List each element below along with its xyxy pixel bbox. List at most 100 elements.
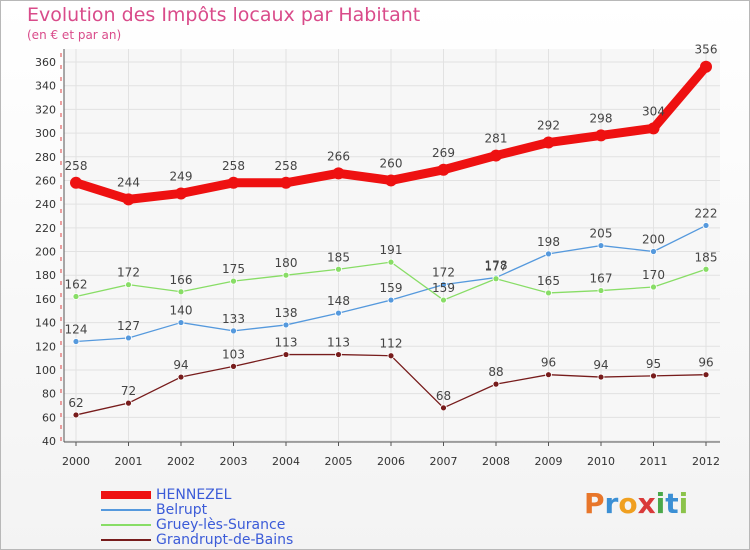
legend-item: Grandrupt-de-Bains <box>101 532 293 548</box>
y-tick-label: 180 <box>35 269 56 282</box>
data-point <box>545 250 552 258</box>
x-tick-label: 2003 <box>220 455 248 468</box>
data-point <box>175 187 187 200</box>
data-label: 185 <box>327 250 350 264</box>
y-tick-label: 40 <box>42 435 56 448</box>
y-tick-label: 280 <box>35 151 56 164</box>
data-point <box>387 352 395 360</box>
data-point <box>437 163 450 176</box>
data-point <box>702 222 710 229</box>
data-label: 178 <box>485 259 508 273</box>
data-label: 258 <box>65 159 88 173</box>
data-point <box>70 176 82 189</box>
data-label: 260 <box>380 156 403 170</box>
logo-letter: r <box>604 487 619 520</box>
data-label: 244 <box>117 175 140 189</box>
data-point <box>490 149 502 162</box>
y-tick-label: 60 <box>42 411 56 424</box>
data-label: 167 <box>590 272 613 286</box>
data-point <box>385 174 397 187</box>
data-label: 127 <box>117 319 140 333</box>
data-point <box>335 265 342 273</box>
data-point <box>702 371 710 379</box>
y-tick-label: 300 <box>35 127 56 140</box>
data-label: 68 <box>436 389 451 403</box>
axis-layer: 40 60 80 100 120 140 160 180 200 220 240 260 280 300 3… <box>35 49 720 468</box>
data-point <box>72 411 80 419</box>
data-label: 88 <box>488 365 503 379</box>
data-point <box>492 380 500 388</box>
data-label: 304 <box>642 104 665 118</box>
data-point <box>597 373 605 381</box>
legend-item: HENNEZEL <box>101 487 231 503</box>
y-tick-label: 140 <box>35 317 56 330</box>
data-label: 124 <box>65 323 88 337</box>
data-point <box>440 404 447 412</box>
data-point <box>230 327 237 335</box>
data-label: 185 <box>695 250 718 264</box>
data-label: 205 <box>590 227 613 241</box>
data-point <box>177 373 185 381</box>
data-label: 258 <box>275 159 298 173</box>
legend-swatch <box>101 509 151 511</box>
legend-label: HENNEZEL <box>156 487 232 503</box>
data-label: 258 <box>222 159 245 173</box>
data-point <box>700 60 712 73</box>
y-tick-label: 200 <box>35 246 56 259</box>
data-point <box>177 319 185 326</box>
x-tick-label: 2006 <box>377 455 405 468</box>
legend-item: Gruey-lès-Surance <box>101 517 285 533</box>
data-label: 159 <box>380 281 403 295</box>
data-label: 95 <box>646 357 661 371</box>
data-label: 172 <box>432 266 455 280</box>
data-point <box>177 288 185 296</box>
page-title: Evolution des Impôts locaux par Habitant <box>27 4 421 26</box>
x-tick-label: 2008 <box>482 455 510 468</box>
data-label: 249 <box>170 169 193 183</box>
data-point <box>72 293 80 300</box>
data-label: 200 <box>642 233 665 247</box>
logo-letter: i <box>655 487 666 520</box>
data-label: 298 <box>590 111 613 125</box>
y-tick-label: 80 <box>42 388 56 401</box>
data-label: 175 <box>222 262 245 276</box>
y-tick-label: 160 <box>35 293 56 306</box>
logo-letter: i <box>678 487 689 520</box>
legend-label: Belrupt <box>156 502 208 518</box>
x-tick-label: 2005 <box>325 455 353 468</box>
data-label: 94 <box>173 358 188 372</box>
logo-letter: o <box>618 487 638 520</box>
logo-letter: P <box>584 487 605 520</box>
data-label: 198 <box>537 235 560 249</box>
data-point <box>122 193 135 206</box>
x-tick-label: 2012 <box>692 455 720 468</box>
data-point <box>647 122 660 135</box>
data-point <box>597 287 605 294</box>
y-tick-label: 120 <box>35 340 56 353</box>
data-point <box>332 167 345 180</box>
data-label: 113 <box>327 336 350 350</box>
data-point <box>230 362 237 370</box>
x-tick-label: 2000 <box>62 455 90 468</box>
data-label: 140 <box>170 304 193 318</box>
x-tick-label: 2001 <box>115 455 143 468</box>
logo-letter: t <box>665 487 679 520</box>
data-point <box>650 372 657 380</box>
data-point <box>335 309 342 317</box>
y-tick-label: 220 <box>35 222 56 235</box>
data-point <box>650 248 657 255</box>
data-point <box>702 265 710 273</box>
legend-swatch <box>101 539 151 541</box>
data-label: 113 <box>275 336 298 350</box>
label-layer: 258 244 249 258 258 266 260 269 281 292 298 304 356 1… <box>65 43 718 410</box>
data-label: 72 <box>121 384 136 398</box>
data-label: 292 <box>537 119 560 133</box>
data-label: 62 <box>68 396 83 410</box>
data-point <box>230 277 237 285</box>
data-point <box>387 296 395 304</box>
data-label: 165 <box>537 274 560 288</box>
data-label: 133 <box>222 312 245 326</box>
legend-swatch <box>101 491 151 499</box>
data-point <box>282 351 290 358</box>
